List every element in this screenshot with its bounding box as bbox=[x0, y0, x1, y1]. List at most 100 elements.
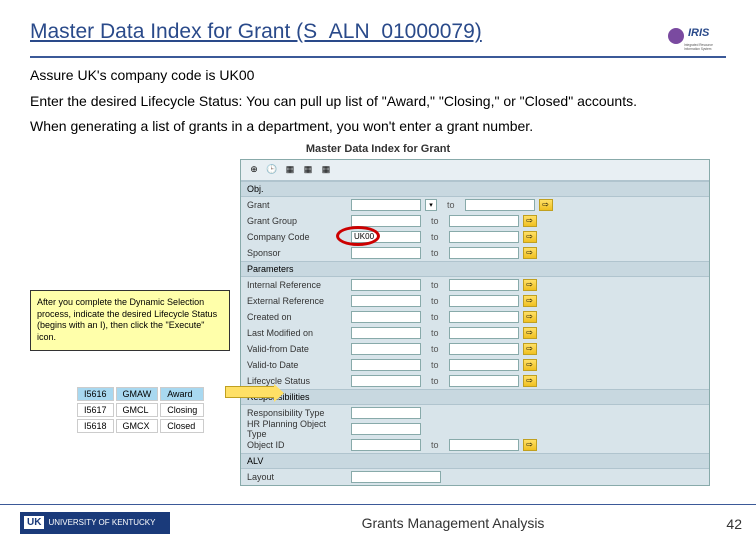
section-resp: Responsibilities bbox=[241, 389, 709, 405]
input[interactable] bbox=[351, 423, 421, 435]
annotation-arrow bbox=[225, 386, 275, 398]
input[interactable] bbox=[351, 311, 421, 323]
multi-select-icon[interactable]: ⇨ bbox=[523, 231, 537, 243]
input[interactable] bbox=[351, 295, 421, 307]
multi-select-icon[interactable]: ⇨ bbox=[523, 375, 537, 387]
label: Responsibility Type bbox=[247, 408, 347, 418]
sap-window-title: Master Data Index for Grant bbox=[30, 143, 726, 155]
label: Layout bbox=[247, 472, 347, 482]
toolbar-icon[interactable]: ▦ bbox=[283, 163, 297, 177]
table-row: I5618GMCXClosed bbox=[77, 419, 204, 433]
to-label: to bbox=[431, 216, 439, 226]
label: Lifecycle Status bbox=[247, 376, 347, 386]
multi-select-icon[interactable]: ⇨ bbox=[523, 311, 537, 323]
sap-toolbar: ⊕ 🕒 ▦ ▦ ▦ bbox=[241, 160, 709, 181]
toolbar-icon[interactable]: ▦ bbox=[319, 163, 333, 177]
body-line-3: When generating a list of grants in a de… bbox=[30, 117, 726, 137]
svg-text:Information System: Information System bbox=[684, 47, 712, 51]
iris-logo: IRIS Integrated Resource Information Sys… bbox=[666, 20, 726, 52]
multi-select-icon[interactable]: ⇨ bbox=[523, 279, 537, 291]
to-label: to bbox=[431, 328, 439, 338]
input[interactable] bbox=[351, 279, 421, 291]
multi-select-icon[interactable]: ⇨ bbox=[523, 295, 537, 307]
label: Valid-from Date bbox=[247, 344, 347, 354]
execute-icon[interactable]: ⊕ bbox=[247, 163, 261, 177]
input[interactable] bbox=[449, 359, 519, 371]
to-label: to bbox=[431, 280, 439, 290]
lifecycle-status-input[interactable] bbox=[351, 375, 421, 387]
multi-select-icon[interactable]: ⇨ bbox=[523, 343, 537, 355]
slide-header: Master Data Index for Grant (S_ALN_01000… bbox=[30, 20, 726, 58]
multi-select-icon[interactable]: ⇨ bbox=[523, 359, 537, 371]
cell: GMCX bbox=[116, 419, 159, 433]
row-lifecycle-status: Lifecycle Statusto⇨ bbox=[241, 373, 709, 389]
section-obj: Obj. bbox=[241, 181, 709, 197]
label: External Reference bbox=[247, 296, 347, 306]
cell: Closing bbox=[160, 403, 204, 417]
toolbar-icon[interactable]: 🕒 bbox=[265, 163, 279, 177]
body-line-2: Enter the desired Lifecycle Status: You … bbox=[30, 92, 726, 112]
sponsor-from-input[interactable] bbox=[351, 247, 421, 259]
section-params: Parameters bbox=[241, 261, 709, 277]
label: Grant bbox=[247, 200, 347, 210]
grant-to-input[interactable] bbox=[465, 199, 535, 211]
cell: Award bbox=[160, 387, 204, 401]
sponsor-to-input[interactable] bbox=[449, 247, 519, 259]
input[interactable] bbox=[449, 327, 519, 339]
input[interactable] bbox=[449, 295, 519, 307]
uk-text: UNIVERSITY OF KENTUCKY bbox=[48, 518, 155, 527]
to-label: to bbox=[431, 296, 439, 306]
to-label: to bbox=[431, 360, 439, 370]
lifecycle-status-table: I5616GMAWAward I5617GMCLClosing I5618GMC… bbox=[75, 385, 206, 435]
toolbar-icon[interactable]: ▦ bbox=[301, 163, 315, 177]
label: Company Code bbox=[247, 232, 347, 242]
grant-from-input[interactable] bbox=[351, 199, 421, 211]
label: Object ID bbox=[247, 440, 347, 450]
multi-select-icon[interactable]: ⇨ bbox=[539, 199, 553, 211]
input[interactable] bbox=[351, 439, 421, 451]
row-layout: Layout bbox=[241, 469, 709, 485]
company-code-to-input[interactable] bbox=[449, 231, 519, 243]
input[interactable] bbox=[449, 375, 519, 387]
callout-box: After you complete the Dynamic Selection… bbox=[30, 290, 230, 351]
uk-logo: UK UNIVERSITY OF KENTUCKY bbox=[20, 512, 170, 534]
input[interactable] bbox=[351, 343, 421, 355]
footer-title: Grants Management Analysis bbox=[170, 515, 736, 531]
row-internal-ref: Internal Reference to ⇨ bbox=[241, 277, 709, 293]
to-label: to bbox=[431, 312, 439, 322]
input[interactable] bbox=[449, 311, 519, 323]
label: Created on bbox=[247, 312, 347, 322]
to-label: to bbox=[447, 200, 455, 210]
section-alv: ALV bbox=[241, 453, 709, 469]
row-object-id: Object IDto⇨ bbox=[241, 437, 709, 453]
row-company-code: Company Code to ⇨ bbox=[241, 229, 709, 245]
cell: I5616 bbox=[77, 387, 114, 401]
input[interactable] bbox=[351, 359, 421, 371]
multi-select-icon[interactable]: ⇨ bbox=[523, 215, 537, 227]
input[interactable] bbox=[351, 407, 421, 419]
row-external-ref: External Reference to ⇨ bbox=[241, 293, 709, 309]
input[interactable] bbox=[449, 279, 519, 291]
label: Sponsor bbox=[247, 248, 347, 258]
row-valid-from: Valid-from Dateto⇨ bbox=[241, 341, 709, 357]
multi-select-icon[interactable]: ⇨ bbox=[523, 327, 537, 339]
slide-footer: UK UNIVERSITY OF KENTUCKY Grants Managem… bbox=[0, 504, 756, 540]
input[interactable] bbox=[449, 439, 519, 451]
label: Internal Reference bbox=[247, 280, 347, 290]
multi-select-icon[interactable]: ⇨ bbox=[523, 439, 537, 451]
grantgroup-from-input[interactable] bbox=[351, 215, 421, 227]
cell: I5617 bbox=[77, 403, 114, 417]
body-line-1: Assure UK's company code is UK00 bbox=[30, 66, 726, 86]
search-help-icon[interactable]: ▾ bbox=[425, 199, 437, 211]
grantgroup-to-input[interactable] bbox=[449, 215, 519, 227]
multi-select-icon[interactable]: ⇨ bbox=[523, 247, 537, 259]
input[interactable] bbox=[449, 343, 519, 355]
row-sponsor: Sponsor to ⇨ bbox=[241, 245, 709, 261]
layout-input[interactable] bbox=[351, 471, 441, 483]
label: Last Modified on bbox=[247, 328, 347, 338]
cell: I5618 bbox=[77, 419, 114, 433]
uk-mark: UK bbox=[24, 516, 44, 529]
input[interactable] bbox=[351, 327, 421, 339]
row-grant: Grant ▾ to ⇨ bbox=[241, 197, 709, 213]
slide-title: Master Data Index for Grant (S_ALN_01000… bbox=[30, 20, 666, 44]
